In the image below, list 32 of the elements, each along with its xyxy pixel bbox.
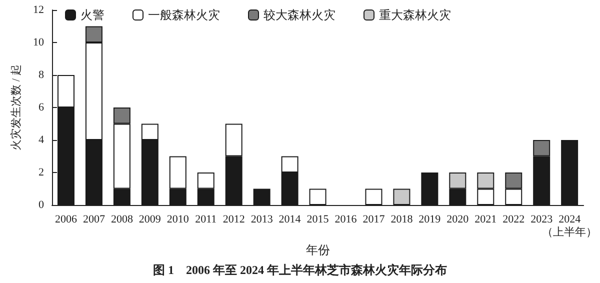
x-tick-label: 2007 [82, 214, 106, 226]
y-tick-label: 10 [33, 36, 44, 48]
x-tick-label: 2006 [54, 214, 78, 226]
text: 图 1 2006 年至 2024 年上半年林芝市森林火灾年际分布 [153, 263, 447, 277]
legend-label: 重大森林火灾 [379, 8, 451, 22]
x-tick-label: 2018 [390, 214, 414, 226]
x-tick-label: 2012 [222, 214, 245, 226]
y-tick-label: 0 [38, 199, 44, 211]
x-tick-label: 2011 [195, 214, 217, 226]
x-tick-label: 2014 [278, 214, 302, 226]
y-tick-label: 2 [38, 166, 44, 178]
x-tick-label: 2019 [418, 214, 442, 226]
x-tick-label: 2023 [530, 214, 554, 226]
x-axis-title: 年份 [306, 242, 330, 257]
legend-label: 较大森林火灾 [264, 8, 336, 22]
y-tick-label: 6 [38, 102, 44, 114]
legend-label: 一般森林火灾 [148, 8, 220, 22]
x-tick-label: 2008 [110, 214, 134, 226]
y-axis-title: 火灾发生次数 / 起 [10, 64, 22, 150]
legend-label: 火警 [80, 8, 104, 22]
x-tick-label: 2017 [362, 214, 386, 226]
y-tick-label: 8 [38, 69, 44, 81]
x-tick-label: 2016 [334, 214, 358, 226]
x-tick-label: 2009 [138, 214, 162, 226]
x-tick-label: 2010 [166, 214, 190, 226]
x-tick-label: 2015 [306, 214, 330, 226]
y-tick-label: 12 [33, 4, 44, 16]
x-tick-label: 2022 [502, 214, 525, 226]
x-tick-label: 2020 [446, 214, 470, 226]
x-tick-label: 2021 [474, 214, 497, 226]
y-tick-label: 4 [38, 134, 44, 146]
x-tick-label: 2013 [250, 214, 274, 226]
